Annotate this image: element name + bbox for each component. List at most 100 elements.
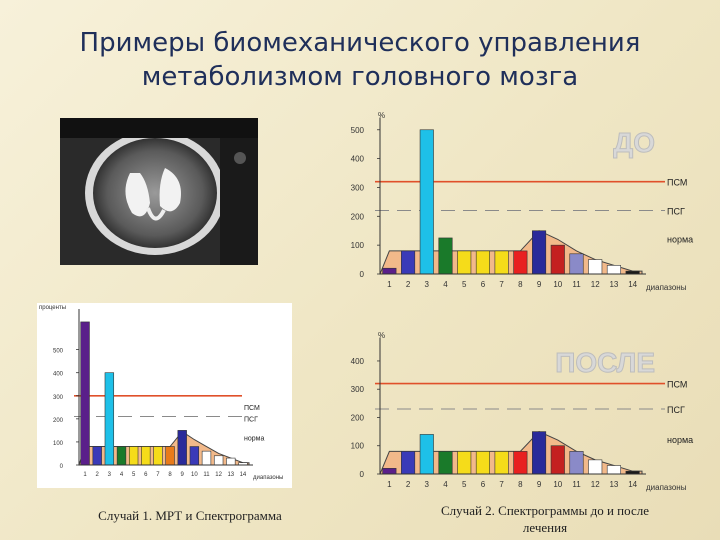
x-tick-label: 5 [462, 480, 467, 489]
norm-label: норма [244, 435, 264, 442]
x-tick-label: 4 [120, 472, 124, 478]
x-tick-label: 1 [387, 280, 392, 289]
x-axis-label: диапазоны [253, 475, 283, 481]
y-tick-label: 200 [53, 418, 64, 424]
x-axis-label: диапазоны [646, 283, 687, 292]
bar-3 [104, 372, 115, 466]
bar-1 [80, 321, 90, 466]
bar-13 [226, 457, 236, 466]
bar-1 [382, 468, 397, 475]
norm-area [379, 230, 643, 275]
y-tick-label: 100 [53, 441, 64, 447]
bar-4 [438, 237, 453, 275]
bar-13 [606, 465, 621, 475]
bar-8 [165, 446, 175, 466]
y-tick-label: 200 [351, 212, 365, 221]
bar-10 [550, 445, 565, 475]
x-tick-label: 3 [108, 472, 112, 478]
y-tick-label: 100 [351, 241, 365, 250]
mri-image [60, 118, 258, 265]
bar-5 [457, 451, 472, 475]
bar-6 [141, 446, 151, 466]
bar-4 [438, 451, 453, 475]
bar-9 [177, 430, 187, 466]
bar-2 [401, 250, 416, 275]
y-tick-label: 400 [351, 155, 365, 164]
slide-title-line2: метаболизмом головного мозга [141, 62, 579, 92]
bar-12 [588, 459, 603, 475]
x-tick-label: 7 [499, 280, 504, 289]
slide-title: Примеры биомеханического управления мета… [40, 26, 680, 94]
chart-after: 0 100 200 300 400 1 2 3 4 5 6 7 8 9 10 11 12 13 14% диапазо… [345, 328, 715, 498]
x-tick-label: 1 [83, 472, 87, 478]
x-tick-label: 10 [553, 480, 562, 489]
bar-4 [116, 446, 127, 466]
y-tick-label: 500 [351, 126, 365, 135]
psm-label: ПСМ [667, 178, 687, 188]
psg-label: ПСГ [667, 207, 685, 217]
x-tick-label: 9 [537, 480, 542, 489]
bar-13 [606, 265, 621, 275]
y-tick-label: 300 [53, 395, 64, 401]
x-tick-label: 10 [553, 280, 562, 289]
x-tick-label: 4 [443, 480, 448, 489]
x-tick-label: 7 [499, 480, 504, 489]
slide-title-line1: Примеры биомеханического управления [79, 28, 641, 58]
bar-3 [419, 129, 434, 275]
x-tick-label: 7 [156, 472, 160, 478]
caption-case2-line2: лечения [522, 520, 568, 535]
bar-2 [92, 446, 102, 466]
x-tick-label: 8 [168, 472, 172, 478]
x-tick-label: 4 [443, 280, 448, 289]
x-tick-label: 13 [609, 280, 618, 289]
chart-case1: 0 100 200 300 400 500 1 2 3 4 5 6 7 8 9 10 11 12 13 14 проце… [37, 303, 292, 488]
norm-area [379, 431, 643, 475]
y-tick-label: 100 [351, 442, 365, 451]
x-tick-label: 1 [387, 480, 392, 489]
bar-11 [569, 253, 584, 275]
x-tick-label: 8 [518, 280, 523, 289]
x-tick-label: 12 [591, 480, 600, 489]
x-tick-label: 12 [591, 280, 600, 289]
bar-12 [213, 455, 224, 466]
y-tick-label: 200 [351, 413, 365, 422]
x-tick-label: 2 [406, 480, 411, 489]
y-tick-label: 300 [351, 385, 365, 394]
x-tick-label: 3 [425, 280, 430, 289]
x-tick-label: 13 [227, 472, 234, 478]
psg-label: ПСГ [244, 417, 258, 424]
x-axis-label: диапазоны [646, 483, 687, 492]
x-tick-label: 5 [132, 472, 136, 478]
bar-8 [513, 250, 528, 275]
x-tick-label: 9 [537, 280, 542, 289]
norm-label: норма [667, 435, 693, 445]
bar-11 [569, 451, 584, 475]
x-tick-label: 2 [96, 472, 100, 478]
x-tick-label: 6 [481, 280, 486, 289]
x-tick-label: 14 [628, 480, 637, 489]
chart-before: 0 100 200 300 400 500 1 2 3 4 5 6 7 8 9 10 11 12 13 14% диап… [345, 110, 715, 300]
big-label: ПОСЛЕ [555, 347, 655, 378]
psg-label: ПСГ [667, 405, 685, 415]
caption-case2-line1: Случай 2. Спектрограммы до и после [441, 503, 649, 518]
x-tick-label: 5 [462, 280, 467, 289]
x-tick-label: 6 [481, 480, 486, 489]
norm-label: норма [667, 234, 693, 244]
x-tick-label: 14 [240, 472, 247, 478]
y-tick-label: 500 [53, 349, 64, 355]
bar-10 [550, 244, 565, 275]
bar-7 [494, 250, 509, 275]
bar-12 [588, 259, 603, 275]
caption-case1: Случай 1. МРТ и Спектрограмма [98, 508, 282, 523]
psm-label: ПСМ [244, 405, 260, 412]
bar-5 [128, 446, 139, 466]
bar-5 [457, 250, 472, 275]
y-axis-label: % [378, 331, 385, 340]
bar-9 [532, 230, 547, 275]
bar-6 [475, 250, 490, 275]
y-tick-label: 0 [360, 270, 365, 279]
y-tick-label: 0 [360, 470, 365, 479]
